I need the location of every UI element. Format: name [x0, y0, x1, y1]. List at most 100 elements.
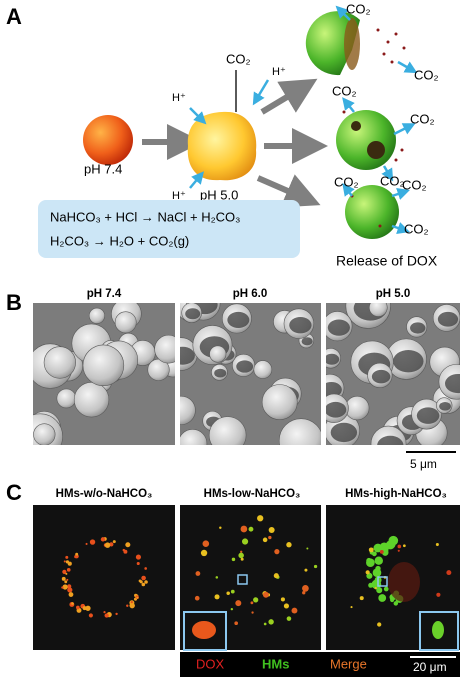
- fluor-dot: [378, 594, 387, 602]
- broken-shell: [227, 311, 250, 329]
- fluor-dot: [302, 591, 306, 595]
- fluor-dot: [63, 560, 66, 563]
- fluor-dot: [251, 611, 254, 614]
- fluor-dot: [286, 542, 292, 548]
- fluor-dot: [68, 592, 74, 597]
- fluor-dot: [385, 540, 395, 550]
- inset-blob: [192, 621, 216, 639]
- broken-shell: [185, 308, 201, 320]
- image-title: HMs-high-NaHCO₃: [345, 488, 447, 500]
- ph-label: pH 5.0: [200, 187, 238, 202]
- fluor-dot: [200, 549, 208, 557]
- fluor-dot: [280, 597, 285, 602]
- fluor-dot: [248, 526, 254, 532]
- microsphere: [180, 395, 196, 425]
- broken-shell: [327, 319, 350, 336]
- panel-label: A: [6, 4, 22, 29]
- fluor-dot: [366, 558, 375, 568]
- fluor-dot: [66, 567, 71, 572]
- fluor-dot: [240, 525, 248, 533]
- fluor-dot: [368, 547, 374, 553]
- fluor-dot: [379, 549, 384, 554]
- sphere-ph74: [83, 115, 133, 165]
- arrow: [256, 174, 321, 208]
- proton-label: H⁺: [172, 190, 186, 202]
- scale-label: 5 μm: [410, 457, 437, 471]
- fluor-dot: [436, 592, 441, 597]
- broken-shell: [416, 407, 440, 424]
- fluor-dot: [268, 535, 272, 540]
- fluor-dot: [262, 591, 269, 598]
- pore: [367, 141, 385, 159]
- fluor-dot: [100, 537, 106, 542]
- fluor-dot: [241, 538, 249, 545]
- fluor-dot: [136, 596, 139, 599]
- fluor-dot: [390, 597, 395, 603]
- ph-label: pH 7.4: [84, 161, 122, 176]
- zoom-box: [237, 574, 248, 585]
- co2-label: CO₂: [402, 177, 427, 192]
- fluor-dot: [82, 606, 87, 611]
- caption: Release of DOX: [336, 253, 438, 269]
- reaction-box: [38, 200, 300, 258]
- image-title: HMs-low-NaHCO₃: [204, 488, 301, 500]
- fluor-dot: [65, 572, 68, 575]
- scale-label: 20 μm: [413, 660, 447, 674]
- fluor-dot: [402, 544, 406, 548]
- co2-label: CO₂: [404, 221, 429, 236]
- broken-shell: [371, 369, 391, 384]
- proton-label: H⁺: [172, 92, 186, 104]
- fluor-dot: [214, 594, 220, 600]
- fluor-dot: [88, 613, 93, 618]
- fluor-dot: [226, 591, 230, 595]
- fluor-dot: [359, 596, 364, 601]
- fluor-dot: [240, 557, 244, 561]
- panel-label: C: [6, 480, 22, 505]
- release-arrows: [335, 5, 418, 234]
- broken-shell: [410, 322, 426, 334]
- fluor-dot: [235, 600, 242, 607]
- broken-shell: [236, 360, 254, 373]
- fluor-dot: [313, 564, 318, 569]
- fluor-dot: [109, 542, 114, 547]
- fluor-dot: [219, 526, 222, 529]
- microsphere: [278, 418, 321, 445]
- microsphere: [154, 334, 175, 364]
- dox-dots: [342, 28, 406, 228]
- microsphere: [261, 384, 298, 420]
- fluor-dot: [234, 621, 239, 626]
- fluor-dot: [65, 560, 70, 564]
- fluor-dot: [144, 567, 147, 570]
- reaction: H₂CO₃ → H₂O + CO₂(g): [50, 233, 189, 248]
- image-title: pH 7.4: [87, 288, 122, 300]
- fluor-dot: [374, 556, 383, 565]
- microsphere: [73, 382, 110, 418]
- sem-image: [326, 303, 460, 445]
- legend-item: DOX: [196, 656, 225, 671]
- fluor-dot: [66, 578, 69, 581]
- fluor-dot: [103, 611, 106, 614]
- cell-glow: [388, 562, 420, 602]
- fluor-dot: [365, 570, 370, 575]
- microsphere: [114, 311, 137, 334]
- fluor-dot: [75, 552, 79, 556]
- co2-label: CO₂: [334, 174, 359, 189]
- fluor-dot: [202, 540, 210, 547]
- broken-shell: [326, 381, 342, 398]
- fluor-dot: [76, 605, 80, 610]
- broken-shell: [377, 435, 404, 445]
- fluor-dot: [291, 607, 298, 614]
- fluor-dot: [240, 550, 243, 553]
- fluor-dot: [274, 549, 280, 555]
- broken-shell: [326, 353, 340, 365]
- porous-sphere: [336, 110, 396, 170]
- fluor-dot: [268, 619, 274, 625]
- fluor-dot: [435, 543, 439, 547]
- fluor-dot: [238, 552, 244, 559]
- fluor-dot: [85, 542, 88, 545]
- fluor-dot: [62, 569, 67, 574]
- inset-blob: [432, 621, 444, 639]
- panel-label: B: [6, 290, 22, 315]
